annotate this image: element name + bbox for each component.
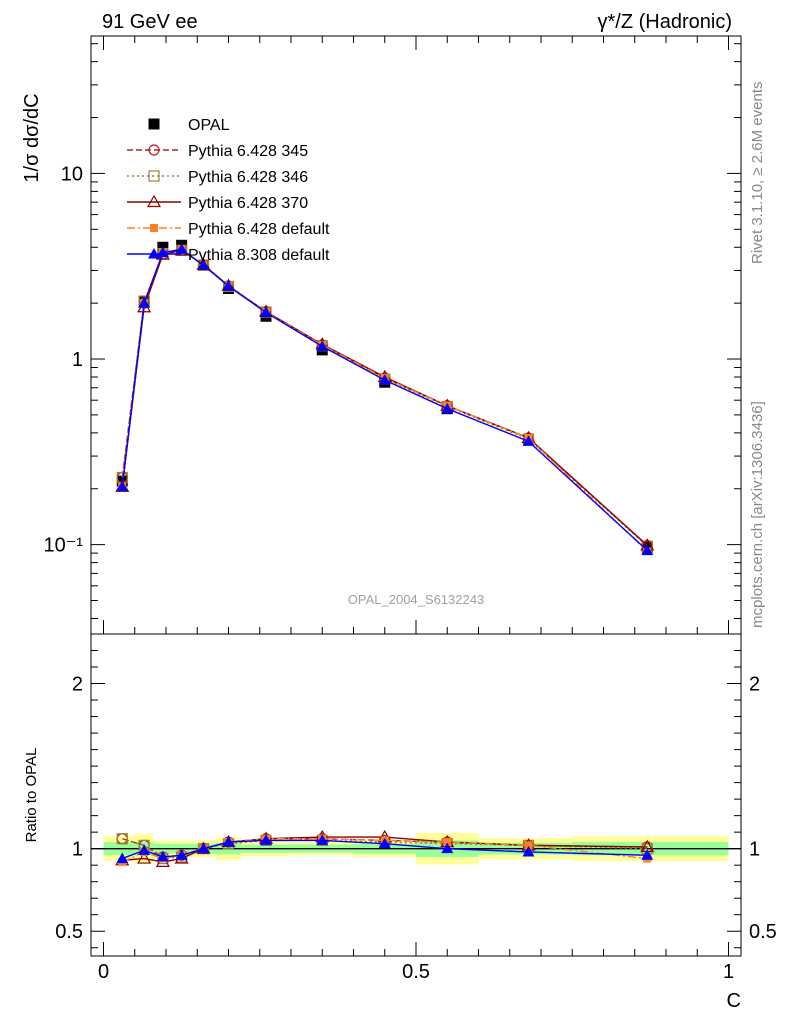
series-point (175, 243, 188, 254)
series-line (121, 248, 648, 551)
ratio-series-point (316, 834, 329, 845)
series-point (222, 280, 235, 291)
ratio-series-point (175, 849, 188, 860)
ratio-y-tick-label: 2 (72, 674, 83, 696)
series-point (197, 259, 210, 270)
legend-label: Pythia 6.428 345 (188, 143, 308, 160)
ratio-y-axis-label: Ratio to OPAL (23, 748, 40, 843)
ratio-series-point (441, 842, 454, 854)
ratio-series-point (641, 849, 654, 860)
series-line (121, 249, 648, 547)
series-line (121, 249, 648, 546)
ratio-series-point (116, 833, 128, 845)
main-y-axis-label: 1/σ dσ/dC (21, 93, 43, 182)
series-point (138, 297, 151, 308)
legend-label: Pythia 6.428 default (188, 221, 330, 238)
ratio-series-point (522, 845, 535, 857)
analysis-watermark: OPAL_2004_S6132243 (348, 592, 484, 607)
main-y-tick-label: 1 (72, 349, 83, 371)
ratio-series-line (121, 838, 648, 863)
ratio-y-tick-label-right: 1 (749, 839, 760, 861)
ratio-series-point (524, 841, 533, 850)
source-label: mcplots.cern.ch [arXiv:1306.3436] (749, 401, 766, 628)
series-point (260, 306, 272, 318)
ratio-series-point (137, 851, 152, 864)
ratio-plot-frame (90, 633, 742, 957)
legend-marker (148, 170, 160, 182)
x-tick-label: 0.5 (402, 961, 430, 983)
ratio-series-point (222, 836, 235, 847)
ratio-series-point (116, 852, 129, 864)
legend-label: OPAL (188, 117, 230, 134)
ratio-series-point (197, 842, 210, 854)
legend-marker (148, 118, 160, 130)
legend-label: Pythia 6.428 346 (188, 169, 308, 186)
ratio-y-tick-label: 1 (72, 839, 83, 861)
x-tick-label: 0 (98, 961, 109, 983)
series-line (121, 249, 648, 546)
series-point (116, 480, 129, 492)
legend-label: Pythia 6.428 370 (188, 195, 308, 212)
series-point (522, 435, 535, 446)
main-y-tick-label: 10⁻¹ (44, 535, 84, 557)
series-point (641, 544, 654, 555)
legend-label: Pythia 8.308 default (188, 247, 330, 264)
legend-marker (146, 194, 162, 208)
header-right: γ*/Z (Hadronic) (598, 11, 732, 33)
ratio-series-point (138, 844, 151, 855)
series-point (316, 340, 329, 351)
header-left: 91 GeV ee (102, 11, 198, 33)
x-tick-label: 1 (723, 961, 734, 983)
rivet-version-label: Rivet 3.1.10, ≥ 2.6M events (749, 82, 766, 265)
ratio-series-line (122, 839, 648, 860)
ratio-series-point (443, 838, 452, 847)
ratio-series-point (378, 837, 391, 849)
ratio-y-tick-label-right: 2 (749, 674, 760, 696)
ratio-y-tick-label-right: 0.5 (749, 921, 777, 943)
ratio-series-point (156, 850, 169, 862)
legend-marker (148, 248, 160, 259)
series-point (441, 402, 454, 414)
x-axis-label: C (727, 990, 741, 1012)
series-line (121, 248, 648, 552)
legend-marker (150, 224, 158, 232)
series-point (378, 374, 391, 385)
legend-marker (148, 144, 160, 156)
ratio-y-tick-label: 0.5 (55, 921, 83, 943)
main-y-tick-label: 10 (61, 163, 83, 185)
ratio-series-point (260, 834, 272, 845)
